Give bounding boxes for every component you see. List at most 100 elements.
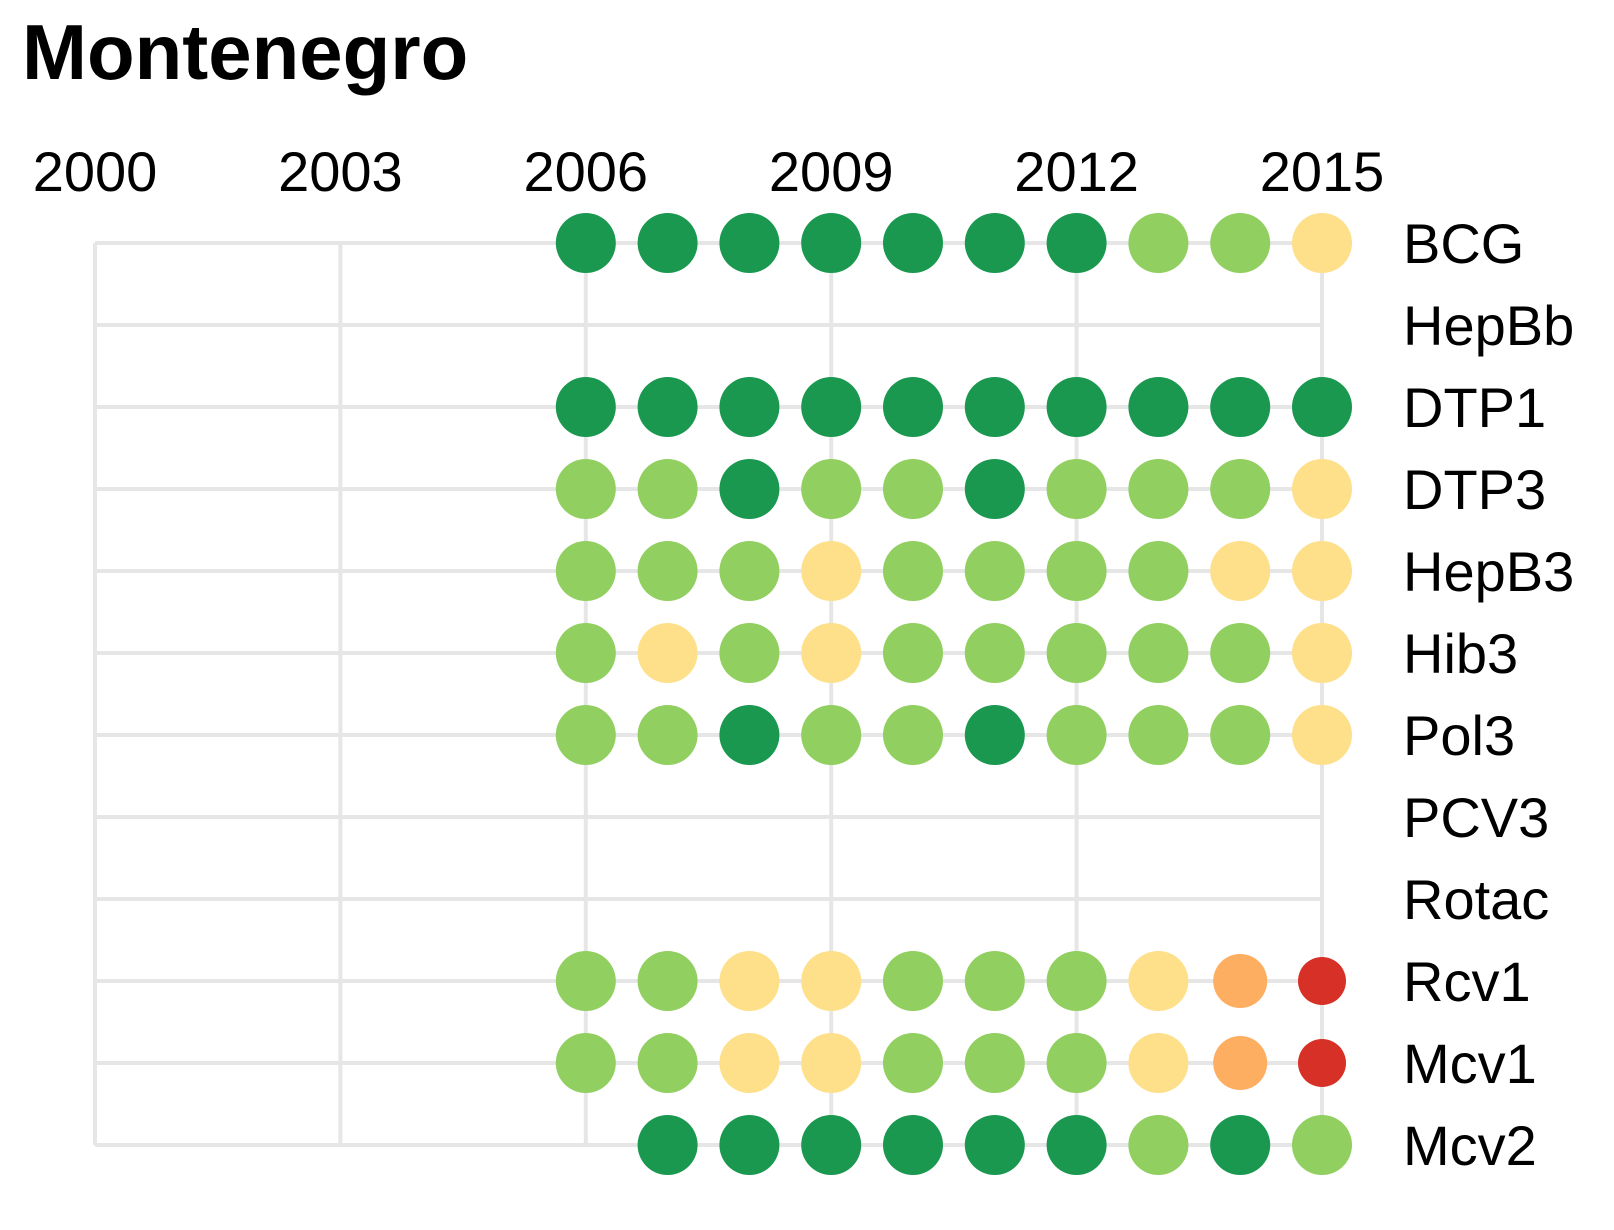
dot-Mcv2-2015	[1292, 1115, 1352, 1175]
dot-Rcv1-2014	[1213, 954, 1268, 1008]
dot-Rcv1-2009	[801, 951, 862, 1011]
row-label-Mcv1: Mcv1	[1403, 1032, 1537, 1095]
dot-BCG-2008	[719, 213, 780, 273]
dot-Mcv1-2006	[555, 1033, 616, 1093]
dot-Pol3-2010	[883, 705, 943, 765]
dot-Mcv1-2011	[964, 1033, 1025, 1093]
row-label-DTP3: DTP3	[1403, 458, 1546, 521]
dot-Mcv1-2007	[637, 1033, 698, 1093]
dot-DTP1-2006	[555, 377, 616, 437]
dot-BCG-2009	[801, 213, 862, 273]
dot-Rcv1-2010	[883, 951, 943, 1011]
dot-Rcv1-2013	[1128, 951, 1189, 1011]
dot-BCG-2014	[1210, 213, 1271, 273]
row-label-Rcv1: Rcv1	[1403, 950, 1531, 1013]
dot-Hib3-2014	[1210, 623, 1271, 683]
dot-DTP1-2013	[1128, 377, 1189, 437]
dot-Hib3-2009	[801, 623, 862, 683]
dot-Mcv2-2013	[1128, 1115, 1189, 1175]
year-tick-label: 2006	[524, 140, 649, 203]
chart-title: Montenegro	[22, 8, 469, 96]
dot-DTP1-2012	[1046, 377, 1107, 437]
dot-Mcv2-2009	[801, 1115, 862, 1175]
dot-Hib3-2010	[883, 623, 943, 683]
dot-HepB3-2006	[555, 541, 616, 601]
dot-HepB3-2015	[1292, 541, 1352, 601]
dot-Hib3-2013	[1128, 623, 1189, 683]
dot-DTP1-2007	[637, 377, 698, 437]
dot-Rcv1-2011	[964, 951, 1025, 1011]
row-label-Mcv2: Mcv2	[1403, 1114, 1537, 1177]
dot-BCG-2006	[555, 213, 616, 273]
dot-Pol3-2008	[719, 705, 780, 765]
year-tick-label: 2009	[769, 140, 894, 203]
dot-Pol3-2015	[1292, 705, 1352, 765]
dot-DTP3-2014	[1210, 459, 1271, 519]
row-label-Hib3: Hib3	[1403, 622, 1518, 685]
row-label-PCV3: PCV3	[1403, 786, 1549, 849]
year-tick-labels: 2000 2003 2006 2009 2012 2015	[33, 140, 1385, 203]
dot-Hib3-2006	[555, 623, 616, 683]
dot-BCG-2015	[1292, 213, 1352, 273]
dot-Mcv2-2011	[964, 1115, 1025, 1175]
dot-Mcv1-2012	[1046, 1033, 1107, 1093]
dot-Pol3-2012	[1046, 705, 1107, 765]
dot-Rcv1-2008	[719, 951, 780, 1011]
dot-Rcv1-2006	[555, 951, 616, 1011]
dot-DTP1-2011	[964, 377, 1025, 437]
dot-Hib3-2015	[1292, 623, 1352, 683]
dot-Mcv2-2007	[637, 1115, 698, 1175]
dot-DTP3-2010	[883, 459, 943, 519]
dot-DTP3-2007	[637, 459, 698, 519]
dot-HepB3-2013	[1128, 541, 1189, 601]
dot-DTP3-2006	[555, 459, 616, 519]
dot-DTP1-2008	[719, 377, 780, 437]
dot-HepB3-2010	[883, 541, 943, 601]
dot-Rcv1-2007	[637, 951, 698, 1011]
dot-Pol3-2006	[555, 705, 616, 765]
dot-DTP3-2015	[1292, 459, 1352, 519]
row-label-BCG: BCG	[1403, 212, 1524, 275]
dot-Hib3-2007	[637, 623, 698, 683]
dot-BCG-2012	[1046, 213, 1107, 273]
year-tick-label: 2015	[1260, 140, 1385, 203]
dot-HepB3-2008	[719, 541, 780, 601]
dot-Rcv1-2015	[1298, 957, 1346, 1005]
dot-Pol3-2007	[637, 705, 698, 765]
dot-Mcv1-2014	[1213, 1036, 1268, 1090]
dot-Pol3-2014	[1210, 705, 1271, 765]
dot-Mcv1-2009	[801, 1033, 862, 1093]
row-label-HepBb: HepBb	[1403, 294, 1574, 357]
dot-Hib3-2011	[964, 623, 1025, 683]
grid-layer	[93, 241, 1324, 1147]
dot-DTP3-2013	[1128, 459, 1189, 519]
dot-Hib3-2008	[719, 623, 780, 683]
dot-Pol3-2013	[1128, 705, 1189, 765]
dot-Pol3-2009	[801, 705, 862, 765]
year-tick-label: 2000	[33, 140, 158, 203]
dot-DTP3-2012	[1046, 459, 1107, 519]
dot-DTP1-2009	[801, 377, 862, 437]
row-label-DTP1: DTP1	[1403, 376, 1546, 439]
dot-DTP3-2011	[964, 459, 1025, 519]
dot-HepB3-2012	[1046, 541, 1107, 601]
dot-Pol3-2011	[964, 705, 1025, 765]
row-label-Rotac: Rotac	[1403, 868, 1549, 931]
row-labels: BCG HepBb DTP1 DTP3 HepB3 Hib3 Pol3 PCV3 Rotac Rc…	[1403, 212, 1574, 1177]
row-label-Pol3: Pol3	[1403, 704, 1515, 767]
dot-DTP3-2008	[719, 459, 780, 519]
dot-Rcv1-2012	[1046, 951, 1107, 1011]
dot-HepB3-2009	[801, 541, 862, 601]
dot-Mcv1-2015	[1298, 1039, 1346, 1087]
dot-Hib3-2012	[1046, 623, 1107, 683]
dot-DTP1-2010	[883, 377, 943, 437]
dot-DTP1-2014	[1210, 377, 1271, 437]
dot-Mcv2-2008	[719, 1115, 780, 1175]
dot-DTP3-2009	[801, 459, 862, 519]
dot-Mcv2-2014	[1210, 1115, 1271, 1175]
dot-DTP1-2015	[1292, 377, 1352, 437]
row-label-HepB3: HepB3	[1403, 540, 1574, 603]
dot-BCG-2007	[637, 213, 698, 273]
dot-BCG-2011	[964, 213, 1025, 273]
